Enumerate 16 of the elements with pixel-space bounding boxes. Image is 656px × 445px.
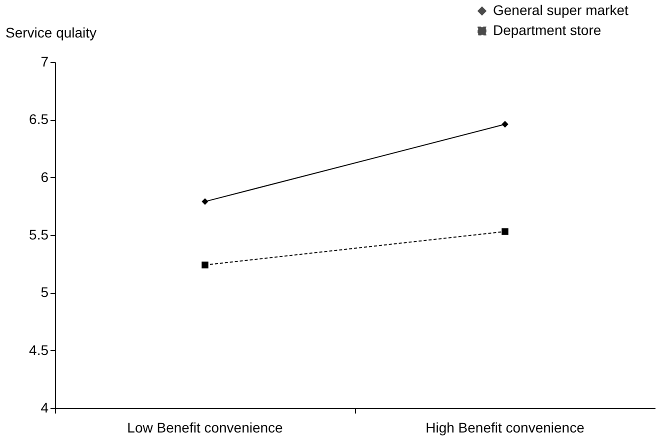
y-tick-label: 5.5 [29, 226, 49, 242]
y-tick-label: 5 [40, 284, 49, 300]
y-axis-title: Service qulaity [6, 24, 97, 40]
x-tick-label: Low Benefit convenience [127, 420, 284, 436]
legend-label: Department store [493, 22, 602, 38]
point [502, 228, 508, 235]
point [502, 120, 508, 128]
point [202, 262, 208, 268]
point [202, 198, 208, 205]
x-tick-label: High Benefit convenience [426, 420, 585, 436]
y-tick-label: 4 [40, 400, 49, 416]
y-tick-label: 7 [40, 54, 49, 70]
y-tick-label: 6 [40, 168, 49, 185]
y-tick-label: 6.5 [29, 111, 49, 128]
y-tick-label: 4.5 [29, 342, 49, 358]
legend-label: General super market [493, 2, 629, 18]
